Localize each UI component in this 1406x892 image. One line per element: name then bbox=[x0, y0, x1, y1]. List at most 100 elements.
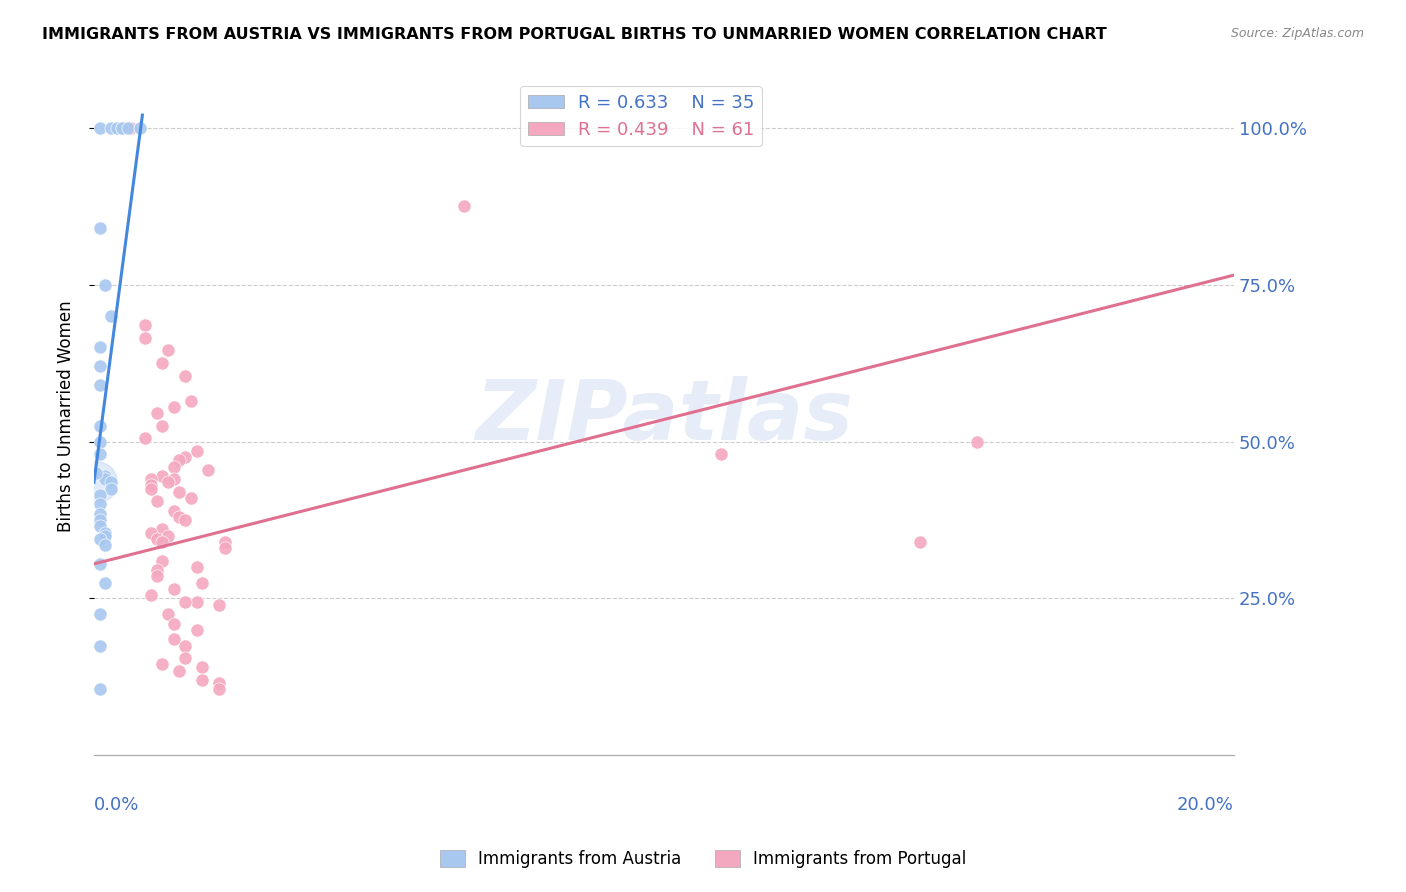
Point bbox=[89, 639, 111, 653]
Point bbox=[208, 598, 231, 612]
Point bbox=[89, 607, 111, 621]
Point bbox=[145, 532, 167, 546]
Text: 0.0%: 0.0% bbox=[94, 796, 139, 814]
Point bbox=[710, 447, 733, 461]
Point bbox=[180, 491, 202, 505]
Point bbox=[191, 660, 214, 674]
Point bbox=[89, 120, 111, 135]
Point bbox=[89, 488, 111, 502]
Point bbox=[128, 120, 150, 135]
Point bbox=[139, 472, 162, 486]
Point bbox=[174, 368, 197, 383]
Point bbox=[100, 482, 122, 496]
Point bbox=[163, 503, 186, 517]
Point bbox=[150, 522, 173, 536]
Point bbox=[169, 484, 191, 499]
Point bbox=[84, 466, 107, 480]
Point bbox=[139, 525, 162, 540]
Point bbox=[100, 309, 122, 323]
Point bbox=[174, 513, 197, 527]
Point bbox=[89, 557, 111, 571]
Point bbox=[89, 507, 111, 521]
Point bbox=[120, 120, 142, 135]
Point bbox=[134, 318, 156, 333]
Point bbox=[174, 450, 197, 465]
Point bbox=[186, 444, 208, 458]
Point bbox=[94, 277, 117, 292]
Point bbox=[94, 525, 117, 540]
Point bbox=[174, 651, 197, 665]
Point bbox=[186, 560, 208, 574]
Point bbox=[157, 475, 180, 490]
Point bbox=[157, 529, 180, 543]
Point bbox=[134, 331, 156, 345]
Point bbox=[84, 475, 107, 490]
Point bbox=[208, 682, 231, 697]
Point bbox=[208, 676, 231, 690]
Point bbox=[89, 378, 111, 392]
Point bbox=[163, 472, 186, 486]
Point bbox=[89, 418, 111, 433]
Point bbox=[89, 359, 111, 374]
Point bbox=[105, 120, 128, 135]
Point bbox=[169, 664, 191, 678]
Legend: Immigrants from Austria, Immigrants from Portugal: Immigrants from Austria, Immigrants from… bbox=[433, 843, 973, 875]
Point bbox=[150, 554, 173, 568]
Point bbox=[139, 588, 162, 602]
Point bbox=[150, 418, 173, 433]
Point bbox=[186, 623, 208, 637]
Point bbox=[100, 120, 122, 135]
Point bbox=[145, 494, 167, 508]
Point bbox=[145, 569, 167, 583]
Point bbox=[186, 594, 208, 608]
Point bbox=[89, 513, 111, 527]
Text: ZIPatlas: ZIPatlas bbox=[475, 376, 853, 457]
Point bbox=[163, 616, 186, 631]
Point bbox=[157, 343, 180, 358]
Point bbox=[214, 541, 236, 556]
Point bbox=[174, 594, 197, 608]
Point bbox=[139, 482, 162, 496]
Point bbox=[163, 400, 186, 414]
Point bbox=[150, 657, 173, 672]
Point bbox=[134, 431, 156, 445]
Point bbox=[94, 529, 117, 543]
Point bbox=[169, 453, 191, 467]
Point bbox=[94, 469, 117, 483]
Point bbox=[163, 459, 186, 474]
Point bbox=[89, 221, 111, 235]
Point bbox=[89, 434, 111, 449]
Text: IMMIGRANTS FROM AUSTRIA VS IMMIGRANTS FROM PORTUGAL BIRTHS TO UNMARRIED WOMEN CO: IMMIGRANTS FROM AUSTRIA VS IMMIGRANTS FR… bbox=[42, 27, 1107, 42]
Point bbox=[163, 632, 186, 647]
Point bbox=[94, 575, 117, 590]
Text: Source: ZipAtlas.com: Source: ZipAtlas.com bbox=[1230, 27, 1364, 40]
Point bbox=[89, 682, 111, 697]
Point bbox=[150, 469, 173, 483]
Point bbox=[966, 434, 988, 449]
Point bbox=[180, 393, 202, 408]
Y-axis label: Births to Unmarried Women: Births to Unmarried Women bbox=[58, 301, 75, 533]
Point bbox=[453, 199, 475, 213]
Point bbox=[169, 509, 191, 524]
Point bbox=[89, 519, 111, 533]
Legend: R = 0.633    N = 35, R = 0.439    N = 61: R = 0.633 N = 35, R = 0.439 N = 61 bbox=[520, 87, 762, 146]
Point bbox=[163, 582, 186, 596]
Point bbox=[100, 475, 122, 490]
Point bbox=[191, 575, 214, 590]
Point bbox=[139, 478, 162, 492]
Point bbox=[191, 673, 214, 687]
Point bbox=[157, 607, 180, 621]
Point bbox=[145, 406, 167, 420]
Point bbox=[89, 340, 111, 354]
Point bbox=[89, 532, 111, 546]
Point bbox=[117, 120, 139, 135]
Point bbox=[111, 120, 134, 135]
Text: 20.0%: 20.0% bbox=[1177, 796, 1234, 814]
Point bbox=[197, 463, 219, 477]
Point bbox=[89, 447, 111, 461]
Point bbox=[145, 563, 167, 577]
Point bbox=[150, 535, 173, 549]
Point bbox=[89, 497, 111, 511]
Point bbox=[94, 538, 117, 552]
Point bbox=[150, 356, 173, 370]
